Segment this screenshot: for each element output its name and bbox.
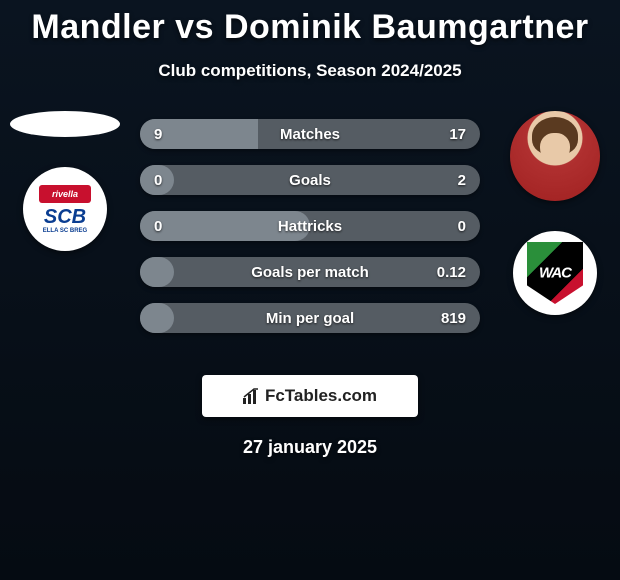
left-column: rivella SCB ELLA SC BREG <box>0 111 130 251</box>
stat-right-value: 819 <box>441 310 466 327</box>
stat-bar-fill <box>140 257 174 287</box>
brand-box: FcTables.com <box>202 375 418 417</box>
right-column: WAC <box>490 111 620 315</box>
stat-right-value: 0.12 <box>437 264 466 281</box>
right-player-avatar <box>510 111 600 201</box>
left-club-full: ELLA SC BREG <box>43 228 87 234</box>
stat-right-value: 0 <box>458 218 466 235</box>
bars-icon <box>243 388 261 404</box>
page-title: Mandler vs Dominik Baumgartner <box>0 0 620 47</box>
stat-bar: Goals per match 0.12 <box>140 257 480 287</box>
left-club-badge: rivella SCB ELLA SC BREG <box>23 167 107 251</box>
stat-right-value: 2 <box>458 172 466 189</box>
snapshot-date: 27 january 2025 <box>0 437 620 458</box>
stat-left-value: 0 <box>154 172 162 189</box>
brand-text: FcTables.com <box>265 386 377 406</box>
stat-right-value: 17 <box>449 126 466 143</box>
stat-left-value: 9 <box>154 126 162 143</box>
stat-bar: 0 Hattricks 0 <box>140 211 480 241</box>
left-player-avatar <box>10 111 120 137</box>
stat-label: Hattricks <box>278 218 342 235</box>
brand-logo: FcTables.com <box>243 386 377 406</box>
stat-bar: Min per goal 819 <box>140 303 480 333</box>
stat-left-value: 0 <box>154 218 162 235</box>
page-subtitle: Club competitions, Season 2024/2025 <box>0 61 620 81</box>
comparison-content: rivella SCB ELLA SC BREG WAC 9 Matches 17 0… <box>0 111 620 351</box>
stat-label: Goals per match <box>251 264 369 281</box>
stat-bars: 9 Matches 17 0 Goals 2 0 Hattricks 0 Goals per ma… <box>140 119 480 333</box>
stat-bar-fill <box>140 303 174 333</box>
stat-label: Min per goal <box>266 310 354 327</box>
left-club-code: SCB <box>44 207 86 227</box>
right-club-code: WAC <box>539 265 571 282</box>
right-club-badge: WAC <box>513 231 597 315</box>
stat-bar: 9 Matches 17 <box>140 119 480 149</box>
left-club-sponsor: rivella <box>39 185 91 203</box>
stat-label: Matches <box>280 126 340 143</box>
stat-label: Goals <box>289 172 331 189</box>
stat-bar: 0 Goals 2 <box>140 165 480 195</box>
